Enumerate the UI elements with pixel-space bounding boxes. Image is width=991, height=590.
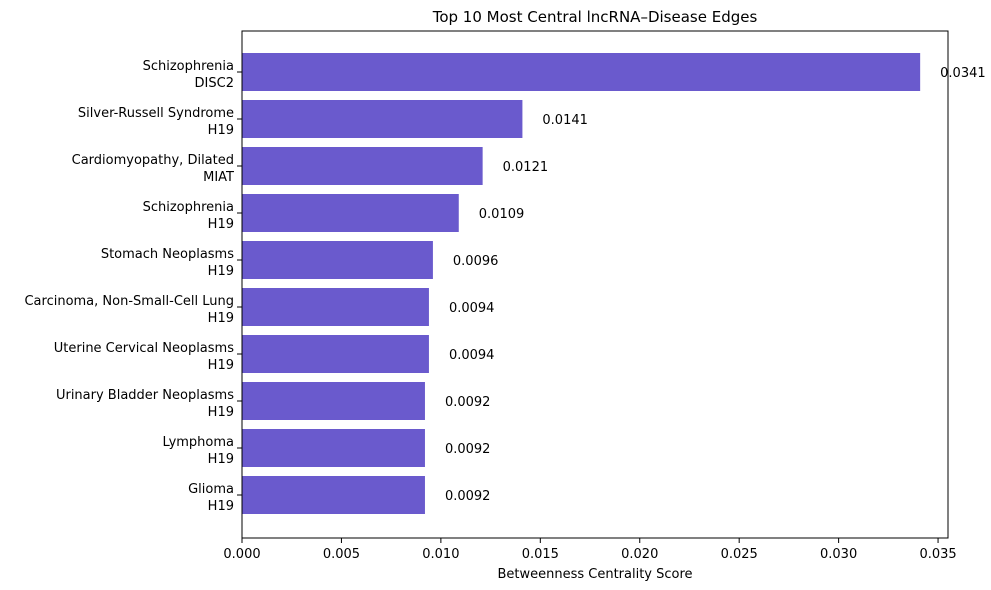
bar-value-label: 0.0094 [449,301,495,316]
bar [242,194,459,232]
y-tick-label-lncrna: H19 [208,405,234,420]
x-axis-label: Betweenness Centrality Score [497,567,692,582]
bar [242,335,429,373]
y-tick-label-disease: Cardiomyopathy, Dilated [72,153,234,168]
y-tick-label-disease: Uterine Cervical Neoplasms [54,341,234,356]
bar-value-label: 0.0121 [503,160,548,175]
x-tick-label: 0.020 [621,547,658,562]
bar [242,100,523,138]
x-tick-label: 0.005 [323,547,360,562]
bar-value-label: 0.0141 [542,113,588,128]
y-tick-label-lncrna: H19 [208,217,234,232]
bar-value-label: 0.0096 [453,254,499,269]
y-tick-label-disease: Stomach Neoplasms [101,247,234,262]
y-tick-label-lncrna: H19 [208,358,234,373]
x-tick-label: 0.015 [522,547,559,562]
bar [242,288,429,326]
y-tick-label-lncrna: DISC2 [195,76,234,91]
x-tick-label: 0.000 [223,547,260,562]
y-tick-label-lncrna: H19 [208,499,234,514]
bar [242,147,483,185]
y-tick-label-disease: Silver-Russell Syndrome [78,106,234,121]
x-tick-label: 0.030 [820,547,857,562]
y-tick-label-lncrna: H19 [208,452,234,467]
plot-frame [241,30,949,539]
bar-value-label: 0.0092 [445,395,491,410]
y-tick-label-lncrna: H19 [208,123,234,138]
y-tick-label-disease: Schizophrenia [143,200,234,215]
y-tick-label-lncrna: H19 [208,311,234,326]
bar-value-label: 0.0341 [940,66,986,81]
chart-title: Top 10 Most Central lncRNA–Disease Edges [432,8,758,26]
y-tick-label-disease: Glioma [188,482,234,497]
y-tick-label-lncrna: MIAT [203,170,234,185]
bars-group [242,53,921,514]
x-axis: 0.000 0.005 0.010 0.015 0.020 0.025 0.030 0.035 [223,538,957,562]
y-tick-label-disease: Lymphoma [163,435,234,450]
bar [242,382,425,420]
y-axis: Schizophrenia DISC2 Silver-Russell Syndrom… [24,59,242,514]
y-tick-label-disease: Carcinoma, Non-Small-Cell Lung [24,294,234,309]
bar [242,476,425,514]
bar-value-label: 0.0092 [445,489,491,504]
y-tick-label-lncrna: H19 [208,264,234,279]
x-tick-label: 0.010 [422,547,459,562]
bar [242,241,433,279]
bar-value-label: 0.0109 [479,207,525,222]
y-tick-label-disease: Urinary Bladder Neoplasms [56,388,234,403]
value-labels-group: 0.0341 0.0141 0.0121 0.0109 0.0096 0.0094 0.00… [445,66,986,504]
bar-value-label: 0.0094 [449,348,495,363]
bar-value-label: 0.0092 [445,442,491,457]
bar [242,53,921,91]
bar [242,429,425,467]
y-tick-label-disease: Schizophrenia [143,59,234,74]
x-tick-label: 0.025 [721,547,758,562]
x-tick-label: 0.035 [919,547,956,562]
